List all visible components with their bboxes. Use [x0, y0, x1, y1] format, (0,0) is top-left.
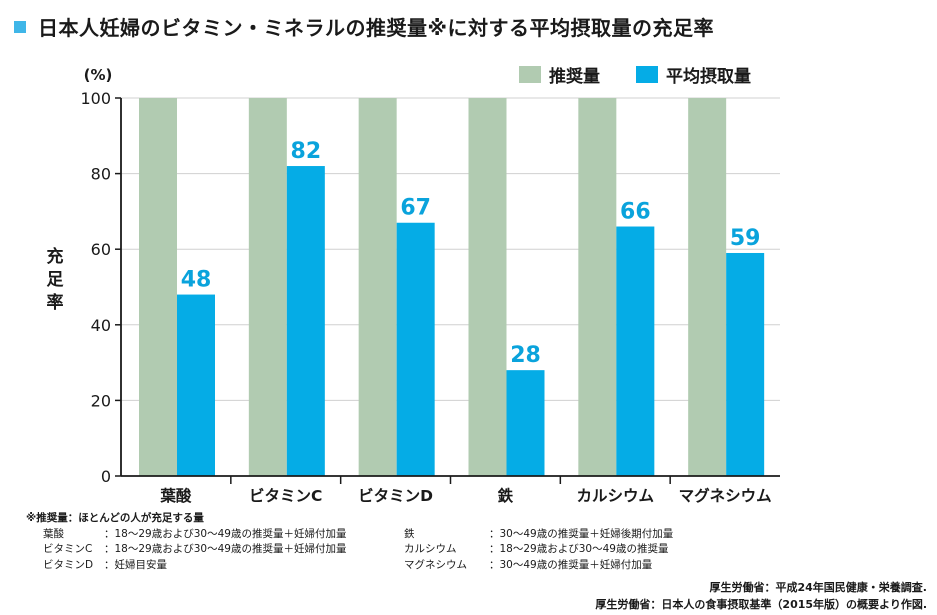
x-tick-label: 葉酸: [159, 486, 192, 505]
bar-recommended: [578, 98, 617, 476]
y-tick-label: 40: [91, 316, 111, 335]
source-line: 厚生労働省：平成24年国民健康・栄養調査.: [709, 581, 928, 594]
footnote-row: 葉酸 ：18～29歳および30～49歳の推奨量＋妊婦付加量 鉄 ：30～49歳の…: [26, 527, 673, 543]
x-tick-label: 鉄: [498, 486, 514, 505]
data-label: 48: [181, 268, 212, 293]
y-tick-label: 100: [80, 89, 111, 108]
legend-label: 推奨量: [549, 66, 600, 87]
footnote-label: 葉酸: [43, 527, 64, 540]
bar-recommended: [688, 98, 727, 476]
bar-recommended: [248, 98, 287, 476]
x-tick-label: ビタミンD: [358, 487, 433, 505]
chart-title-row: 日本人妊婦のビタミン・ミネラルの推奨量※に対する平均摂取量の充足率: [14, 12, 714, 41]
data-label: 67: [400, 196, 431, 221]
legend-swatch: [636, 66, 658, 83]
x-tick-label: マグネシウム: [679, 486, 772, 505]
footnote-label: マグネシウム: [404, 558, 467, 571]
footnote-label: 鉄: [404, 527, 415, 540]
legend-label: 平均摂取量: [666, 66, 751, 87]
footnote-heading: ※推奨量：ほとんどの人が充足する量: [26, 512, 204, 524]
bar-average: [726, 252, 765, 476]
footnote-label: ビタミンC: [43, 543, 93, 555]
title-square-icon: [14, 20, 26, 33]
footnote-desc: ：30～49歳の推奨量＋妊婦付加量: [489, 558, 653, 571]
sources: 厚生労働省：平成24年国民健康・栄養調査. 厚生労働省：日本人の食事摂取基準（2…: [595, 579, 927, 613]
footnote-desc: ：30～49歳の推奨量＋妊婦後期付加量: [489, 527, 674, 540]
bar-average: [396, 222, 435, 476]
data-label: 82: [291, 139, 322, 164]
y-tick-label: 0: [101, 467, 111, 486]
footnote-row: ビタミンD ：妊婦目安量 マグネシウム ：30～49歳の推奨量＋妊婦付加量: [26, 558, 673, 574]
bar-average: [616, 226, 655, 476]
y-tick-label: 60: [91, 240, 111, 259]
footnotes: ※推奨量：ほとんどの人が充足する量 葉酸 ：18～29歳および30～49歳の推奨…: [26, 511, 673, 573]
footnote-label: ビタミンD: [43, 558, 94, 571]
footnote-label: カルシウム: [404, 543, 457, 555]
y-unit-label: (%): [84, 66, 113, 84]
bar-recommended: [139, 98, 177, 476]
bar-chart: 48 葉酸 82 ビタミンC 67 ビタミンD 28 鉄 66 カルシウム 59 マグネシウム 0 20 4…: [47, 66, 780, 505]
x-tick-label: ビタミンC: [249, 487, 322, 505]
x-tick-label: カルシウム: [576, 487, 654, 505]
data-label: 28: [510, 343, 541, 368]
data-label: 59: [730, 226, 761, 251]
y-axis-label: 充足率: [47, 246, 64, 313]
chart-title: 日本人妊婦のビタミン・ミネラルの推奨量※に対する平均摂取量の充足率: [38, 16, 714, 40]
footnote-row: ビタミンC ：18～29歳および30～49歳の推奨量＋妊婦付加量 カルシウム ：…: [26, 542, 673, 558]
legend-swatch: [519, 66, 541, 83]
bar-recommended: [468, 98, 507, 476]
bar-average: [506, 370, 545, 476]
source-line: 厚生労働省：日本人の食事摂取基準（2015年版）の概要より作図.: [595, 598, 927, 611]
y-tick-label: 20: [91, 391, 111, 410]
footnote-desc: ：18～29歳および30～49歳の推奨量: [489, 543, 669, 555]
bar-recommended: [358, 98, 397, 476]
footnote-desc: ：18～29歳および30～49歳の推奨量＋妊婦付加量: [104, 543, 347, 555]
footnote-desc: ：18～29歳および30～49歳の推奨量＋妊婦付加量: [104, 527, 347, 540]
y-tick-label: 80: [91, 165, 111, 184]
bar-average: [286, 166, 325, 477]
footnote-desc: ：妊婦目安量: [104, 558, 167, 571]
data-label: 66: [620, 200, 651, 225]
bar-average: [177, 294, 215, 476]
